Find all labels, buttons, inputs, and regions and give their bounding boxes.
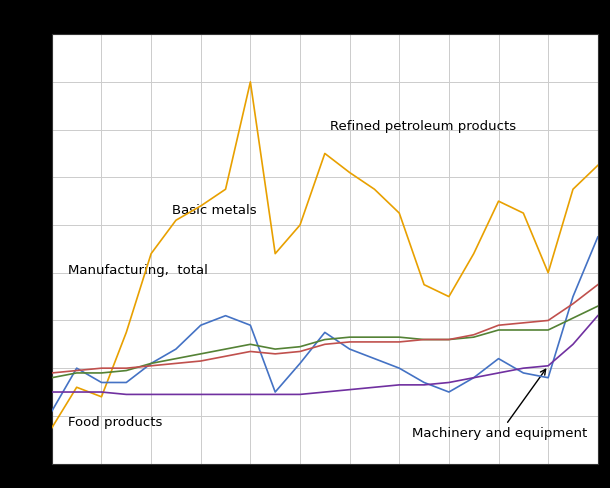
Text: Refined petroleum products: Refined petroleum products (330, 120, 517, 133)
Text: Machinery and equipment: Machinery and equipment (412, 369, 587, 440)
Text: Basic metals: Basic metals (172, 203, 257, 217)
Text: Food products: Food products (68, 416, 163, 429)
Text: Manufacturing,  total: Manufacturing, total (68, 264, 208, 277)
